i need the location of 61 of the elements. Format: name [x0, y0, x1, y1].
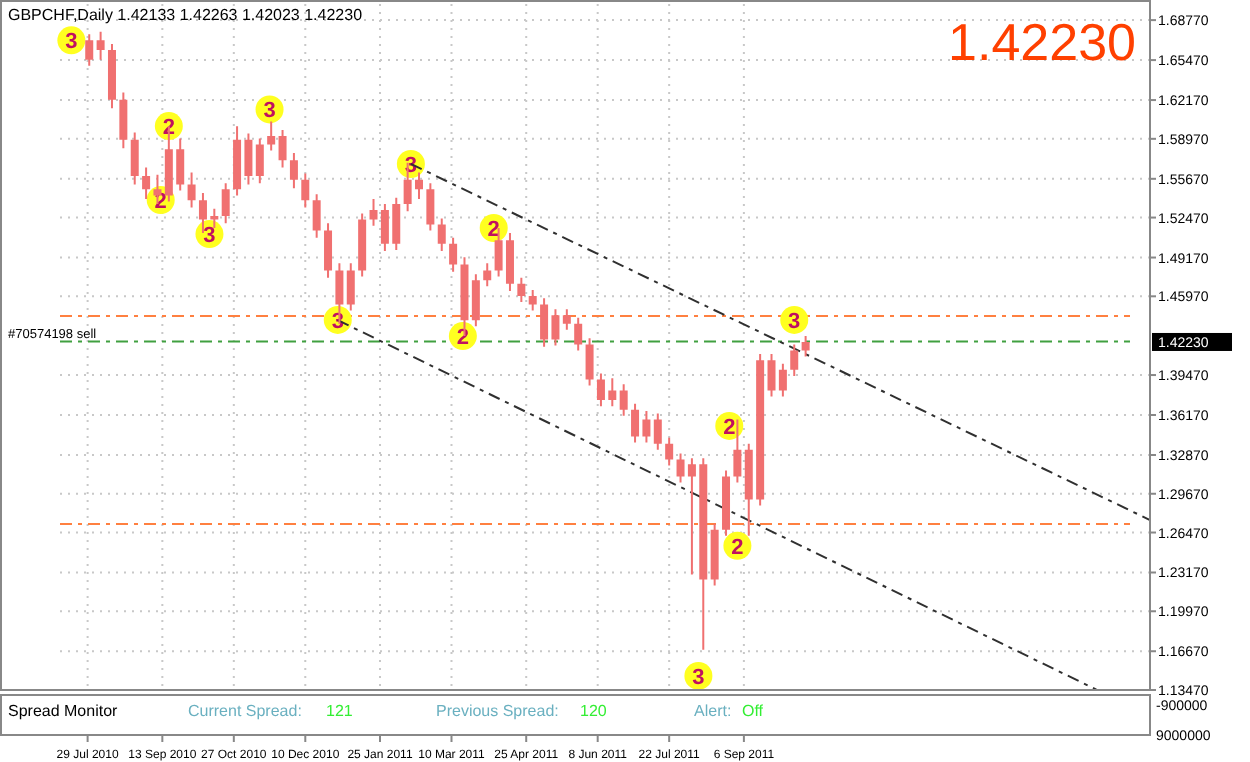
candlestick	[130, 132, 139, 185]
number-badge: 3	[57, 26, 86, 55]
candlestick	[107, 43, 116, 109]
candlestick	[449, 237, 458, 272]
candlestick	[187, 172, 196, 208]
annotation: 3	[263, 99, 276, 124]
candlestick	[619, 384, 628, 416]
candlestick	[301, 173, 310, 208]
candlestick	[255, 138, 264, 184]
number-badge: 2	[715, 411, 744, 440]
candlestick	[312, 194, 321, 238]
candlestick	[85, 34, 94, 66]
number-badge: 2	[723, 531, 752, 560]
annotation: 2	[731, 535, 744, 560]
candlestick	[437, 218, 446, 252]
candlestick	[733, 419, 742, 483]
candlestick	[426, 183, 435, 231]
chart-title: GBPCHF,Daily 1.42133 1.42263 1.42023 1.42230	[8, 6, 364, 24]
candlestick	[289, 153, 298, 189]
candlestick	[153, 174, 162, 204]
text: 121	[326, 702, 354, 720]
annotation: 2	[723, 415, 736, 440]
candlestick	[653, 413, 662, 450]
text: Spread Monitor	[8, 702, 119, 720]
candlestick	[574, 317, 583, 351]
candlestick	[267, 121, 276, 151]
annotation: 3	[692, 665, 705, 690]
candlestick	[483, 263, 492, 287]
annotation: 1.42230	[948, 12, 1136, 72]
candlestick	[346, 263, 355, 311]
candlestick	[119, 92, 128, 149]
candlestick	[528, 289, 537, 311]
candlestick	[517, 277, 526, 302]
annotation: 3	[203, 224, 216, 249]
candlestick	[278, 129, 287, 168]
candlestick	[96, 31, 105, 60]
candlestick	[710, 523, 719, 586]
candlestick	[221, 183, 230, 224]
number-badge: 3	[195, 220, 224, 249]
candlestick	[562, 309, 571, 330]
candlestick	[722, 470, 731, 536]
text: Previous Spread:	[436, 702, 559, 720]
annotation: 3	[65, 30, 78, 55]
text: 120	[580, 702, 608, 720]
text: Off	[742, 702, 765, 720]
annotation: 3	[788, 309, 801, 334]
text: Alert:	[694, 702, 732, 720]
candlestick	[142, 167, 151, 200]
candlestick	[471, 274, 480, 327]
number-badge: 3	[780, 305, 809, 334]
text: Current Spread:	[188, 702, 302, 720]
candlestick	[801, 335, 810, 357]
number-badge: 3	[684, 661, 713, 690]
annotation: 2	[487, 217, 500, 242]
candlestick	[585, 338, 594, 386]
candlestick	[324, 223, 333, 278]
candlestick	[358, 213, 367, 277]
candlestick	[790, 344, 799, 376]
number-badge: 2	[479, 214, 508, 242]
candlestick	[665, 437, 674, 466]
number-badge: 3	[255, 95, 284, 124]
